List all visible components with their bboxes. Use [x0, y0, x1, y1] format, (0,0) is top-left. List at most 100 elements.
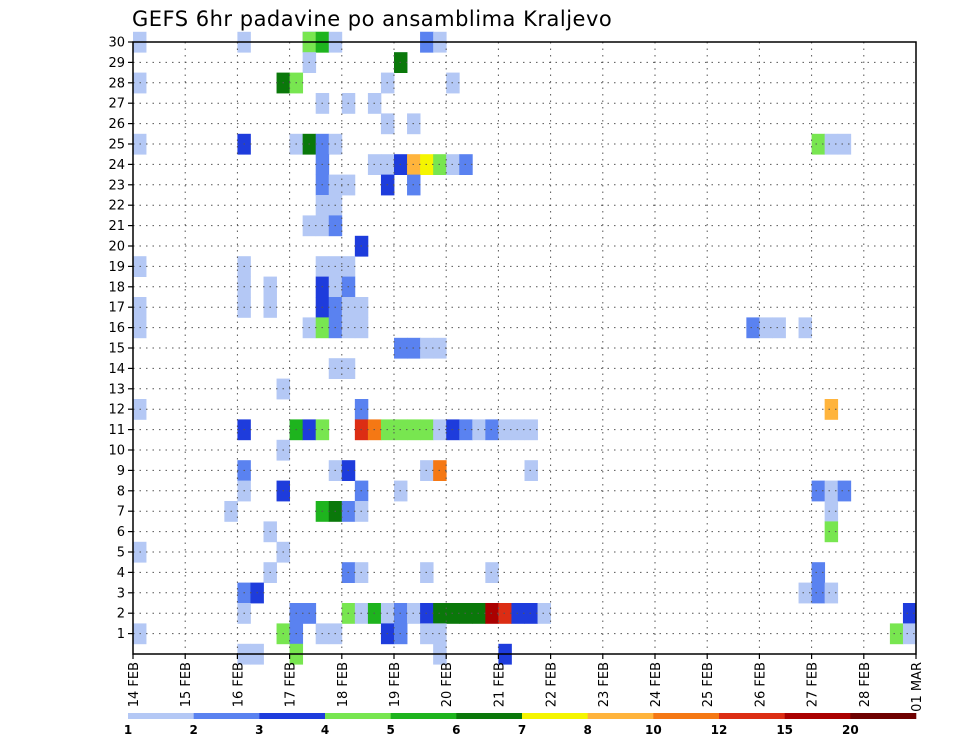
x-tick-label: 17 FEB	[284, 662, 299, 707]
y-tick-label: 16	[108, 321, 125, 336]
heatmap-cell	[824, 133, 839, 155]
heatmap-cell	[798, 582, 812, 604]
y-tick-label: 19	[108, 260, 125, 275]
colorbar-label: 20	[842, 723, 859, 737]
colorbar-segment	[850, 713, 917, 719]
heatmap-cell	[889, 623, 904, 645]
heatmap-cell	[902, 603, 917, 624]
heatmap-cell	[511, 419, 525, 441]
colorbar-label: 5	[386, 723, 394, 737]
x-tick-label: 16 FEB	[231, 662, 246, 707]
colorbar-segment	[193, 713, 260, 719]
colorbar-segment	[587, 713, 654, 719]
colorbar-label: 1	[124, 723, 132, 737]
heatmap-cell	[498, 603, 512, 624]
heatmap-cell	[524, 603, 538, 624]
heatmap-cell	[472, 603, 486, 624]
colorbar-segment	[784, 713, 851, 719]
heatmap-cell	[472, 419, 486, 441]
x-tick-label: 18 FEB	[336, 662, 351, 707]
colorbar-segment	[719, 713, 785, 719]
heatmap-cell	[811, 133, 826, 155]
y-tick-label: 13	[108, 382, 125, 397]
y-tick-label: 22	[108, 199, 125, 214]
x-tick-label: 01 MAR	[910, 662, 925, 712]
heatmap-cell	[772, 317, 786, 339]
y-tick-label: 24	[108, 158, 125, 173]
colorbar-label: 15	[776, 723, 793, 737]
heatmap-cell	[811, 562, 826, 583]
y-tick-label: 26	[108, 117, 125, 132]
y-tick-label: 1	[117, 627, 125, 642]
heatmap-cell	[811, 582, 826, 604]
heatmap-cell	[824, 501, 839, 522]
heatmap-cell	[746, 317, 760, 339]
y-tick-label: 25	[108, 138, 125, 153]
y-tick-label: 30	[108, 36, 125, 51]
x-tick-label: 22 FEB	[545, 662, 560, 707]
y-tick-label: 20	[108, 240, 125, 255]
x-tick-label: 26 FEB	[753, 662, 768, 707]
colorbar-segment	[128, 713, 194, 719]
colorbar-label: 8	[583, 723, 591, 737]
y-tick-label: 14	[108, 362, 125, 377]
colorbar-segment	[456, 713, 523, 719]
x-tick-label: 25 FEB	[701, 662, 716, 707]
heatmap-cell	[824, 521, 839, 543]
colorbar-segment	[325, 713, 391, 719]
y-tick-label: 29	[108, 56, 125, 71]
y-tick-label: 28	[108, 76, 125, 91]
x-tick-label: 14 FEB	[127, 662, 142, 707]
colorbar-label: 6	[452, 723, 460, 737]
x-axis: 14 FEB 15 FEB 16 FEB 17 FEB 18 FEB 19 FEB 20 F…	[127, 654, 925, 712]
heatmap-cell	[498, 419, 512, 441]
heatmap-cell	[524, 460, 538, 481]
y-tick-label: 8	[117, 484, 125, 499]
x-tick-label: 24 FEB	[649, 662, 664, 707]
heatmap-cell	[824, 480, 839, 502]
y-tick-label: 12	[108, 403, 125, 418]
colorbar-segment	[259, 713, 326, 719]
y-tick-label: 10	[108, 444, 125, 459]
y-tick-label: 21	[108, 219, 125, 234]
y-tick-label: 6	[117, 525, 125, 540]
heatmap-cell	[485, 419, 499, 441]
x-tick-label: 19 FEB	[388, 662, 403, 707]
y-tick-label: 18	[108, 280, 125, 295]
x-tick-label: 20 FEB	[440, 662, 455, 707]
x-tick-label: 27 FEB	[806, 662, 821, 707]
x-tick-label: 21 FEB	[492, 662, 507, 707]
heatmap-cell	[759, 317, 773, 339]
x-tick-label: 23 FEB	[597, 662, 612, 707]
y-tick-label: 11	[108, 423, 125, 438]
heatmap-cell	[902, 623, 917, 645]
colorbar-label: 3	[255, 723, 263, 737]
colorbar-label: 12	[711, 723, 728, 737]
colorbar-label: 2	[189, 723, 197, 737]
y-tick-label: 7	[117, 505, 125, 520]
heatmap-cell	[837, 480, 852, 502]
heatmap-cell	[824, 399, 839, 420]
colorbar-label: 7	[518, 723, 526, 737]
colorbar-label: 4	[321, 723, 329, 737]
heatmap-cell	[837, 133, 852, 155]
colorbar-segment	[522, 713, 588, 719]
heatmap-cell	[811, 480, 826, 502]
y-tick-label: 23	[108, 178, 125, 193]
chart-title: GEFS 6hr padavine po ansamblima Kraljevo	[132, 7, 612, 31]
colorbar-legend: 1 2 3 4 5 6 7 8 10 12 15 20	[124, 713, 917, 737]
x-tick-label: 15 FEB	[179, 662, 194, 707]
heatmap-cells	[133, 31, 917, 665]
heatmap-cell	[537, 603, 551, 624]
colorbar-segment	[390, 713, 457, 719]
y-tick-label: 9	[117, 464, 125, 479]
y-tick-label: 2	[117, 607, 125, 622]
y-tick-label: 5	[117, 546, 125, 561]
y-axis: 1234567891011121314151617181920212223242…	[108, 36, 133, 642]
y-tick-label: 15	[108, 342, 125, 357]
heatmap-cell	[524, 419, 538, 441]
x-tick-label: 28 FEB	[858, 662, 873, 707]
colorbar-segment	[653, 713, 720, 719]
heatmap-cell	[798, 317, 812, 339]
